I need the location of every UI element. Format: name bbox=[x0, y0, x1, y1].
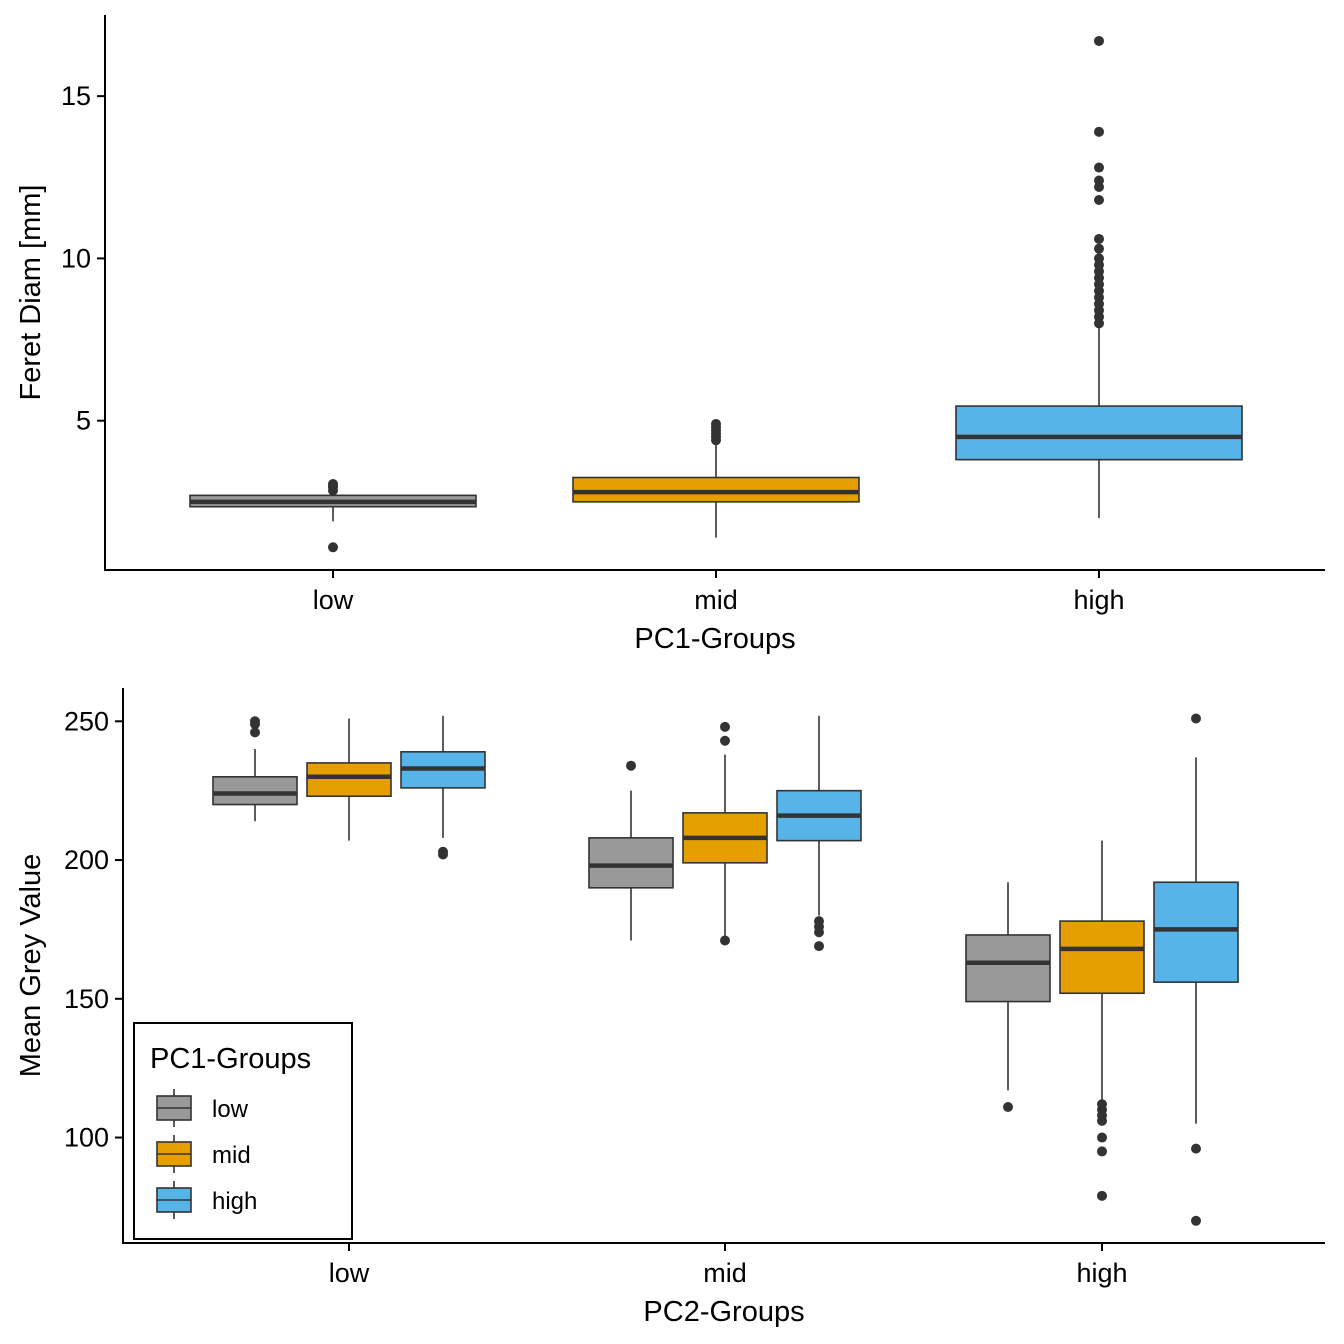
outlier-point bbox=[1094, 175, 1104, 186]
legend-label: mid bbox=[212, 1142, 251, 1169]
box-mid-mid bbox=[572, 418, 860, 538]
outlier-point bbox=[1094, 243, 1104, 254]
outlier-point bbox=[1094, 253, 1104, 264]
box-low-low bbox=[189, 478, 477, 553]
outlier-point bbox=[1191, 1143, 1201, 1154]
outlier-point bbox=[1097, 1190, 1107, 1201]
box-low-mid bbox=[306, 718, 392, 841]
box-body bbox=[1153, 881, 1239, 983]
legend-key-low bbox=[156, 1089, 192, 1127]
box-low-low bbox=[212, 716, 298, 822]
box-mid-low bbox=[588, 760, 674, 941]
outlier-point bbox=[1191, 713, 1201, 724]
outlier-point bbox=[250, 716, 260, 727]
outlier-point bbox=[438, 846, 448, 857]
outlier-point bbox=[711, 418, 721, 429]
outlier-point bbox=[814, 941, 824, 952]
outlier-point bbox=[328, 478, 338, 489]
outlier-point bbox=[1097, 1146, 1107, 1157]
box-mid-high bbox=[776, 715, 862, 952]
outlier-point bbox=[1097, 1132, 1107, 1143]
outlier-point bbox=[1094, 195, 1104, 205]
x-tick-label: mid bbox=[694, 585, 738, 615]
x-tick-label: mid bbox=[703, 1258, 747, 1288]
legend-label: high bbox=[212, 1188, 257, 1215]
outlier-point bbox=[814, 916, 824, 927]
box-high-mid bbox=[1059, 840, 1145, 1201]
outlier-point bbox=[1003, 1102, 1013, 1113]
box-body bbox=[572, 476, 860, 503]
y-tick-label: 200 bbox=[64, 845, 109, 875]
y-tick-label: 5 bbox=[76, 406, 91, 436]
feret-diameter-panel: 5 10 15 low mid high PC1-Groups Feret Diam [mm] bbox=[15, 15, 1325, 655]
box-body bbox=[212, 775, 298, 806]
legend-label: low bbox=[212, 1096, 249, 1123]
x-tick-label: low bbox=[329, 1258, 370, 1288]
x-tick-label: high bbox=[1076, 1258, 1127, 1288]
legend-title: PC1-Groups bbox=[150, 1043, 311, 1075]
box-low-high bbox=[400, 715, 486, 860]
y-axis-title: Feret Diam [mm] bbox=[15, 185, 47, 401]
outlier-point bbox=[328, 542, 338, 553]
y-tick-label: 150 bbox=[64, 984, 109, 1014]
x-tick-label: high bbox=[1073, 585, 1124, 615]
outlier-point bbox=[1094, 162, 1104, 173]
outlier-point bbox=[720, 935, 730, 946]
outlier-point bbox=[1191, 1215, 1201, 1226]
box-body bbox=[1059, 920, 1145, 995]
outlier-point bbox=[1094, 126, 1104, 137]
y-tick-label: 250 bbox=[64, 706, 109, 736]
box-high-low bbox=[965, 882, 1051, 1113]
box-high-high bbox=[955, 35, 1243, 519]
box-body bbox=[965, 934, 1051, 1003]
y-tick-label: 15 bbox=[61, 81, 91, 111]
box-mid-mid bbox=[682, 721, 768, 946]
legend-key-high bbox=[156, 1181, 192, 1219]
box-body bbox=[306, 762, 392, 798]
box-body bbox=[588, 837, 674, 889]
legend: PC1-Groups low mid high bbox=[133, 1022, 353, 1240]
y-tick-label: 100 bbox=[64, 1123, 109, 1153]
outlier-point bbox=[1094, 233, 1104, 244]
outlier-point bbox=[720, 721, 730, 732]
outlier-point bbox=[1097, 1099, 1107, 1110]
y-tick-label: 10 bbox=[61, 243, 91, 273]
outlier-point bbox=[250, 727, 260, 738]
outlier-point bbox=[626, 760, 636, 771]
outlier-point bbox=[1094, 35, 1104, 46]
box-high-high bbox=[1153, 713, 1239, 1226]
x-axis-title: PC2-Groups bbox=[643, 1296, 804, 1328]
y-axis-title: Mean Grey Value bbox=[15, 854, 47, 1078]
box-body bbox=[955, 405, 1243, 461]
x-axis-title: PC1-Groups bbox=[634, 623, 795, 655]
outlier-point bbox=[720, 735, 730, 746]
x-tick-label: low bbox=[313, 585, 354, 615]
mean-grey-value-panel: 100 150 200 250 low mid high PC2-Groups Mean Gre… bbox=[15, 688, 1325, 1328]
legend-key-mid bbox=[156, 1135, 192, 1173]
